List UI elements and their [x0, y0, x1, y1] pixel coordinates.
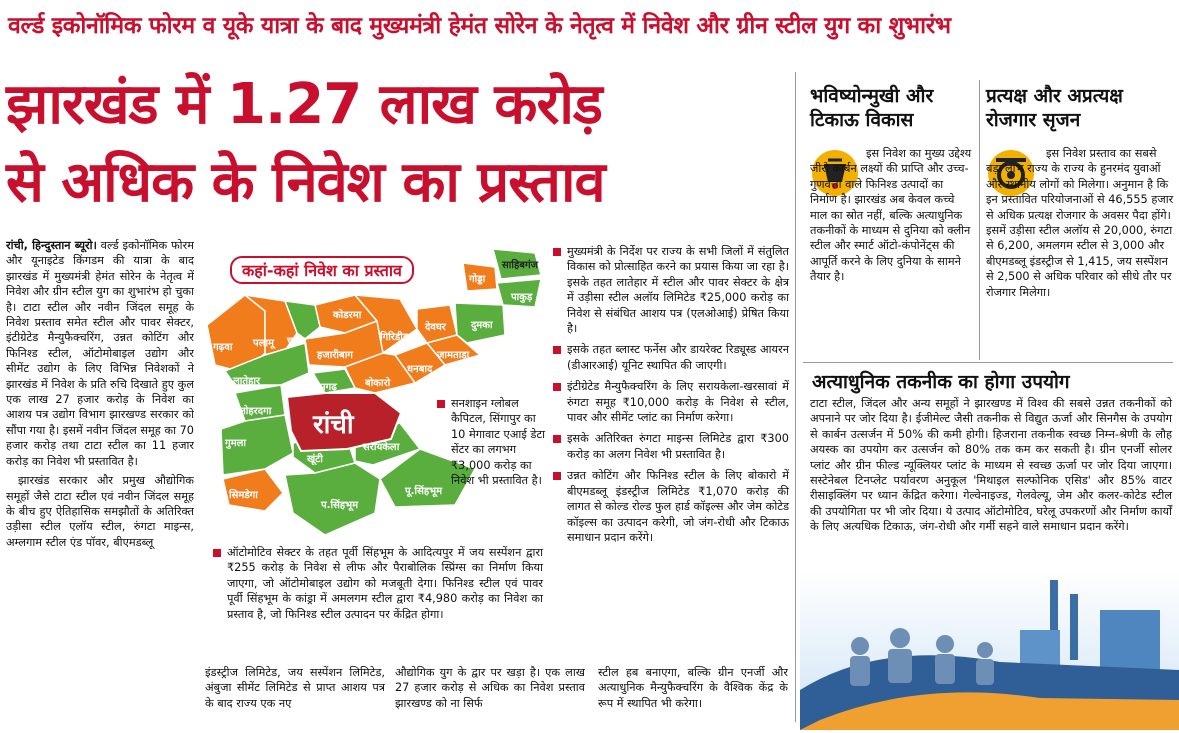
- map-region-pakur: [496, 278, 542, 308]
- col3-bullet-5: उन्नत कोटिंग और फिनिश्ड स्टील के लिए बोक…: [567, 469, 789, 544]
- district-label-simdega: सिमडेगा: [229, 490, 258, 501]
- steel-ladle-icon: [812, 150, 858, 196]
- district-label-ramgarh: रामगढ़: [313, 382, 337, 393]
- jharkhand-map: साहिबगंज गोड्डा पाकुड़ दुमका देवघर जामता…: [205, 243, 550, 541]
- map-region-chatra: [283, 300, 321, 340]
- bullet-square: [553, 472, 561, 481]
- col1-paragraph-1: वर्ल्ड इकोनॉमिक फोरम और यूनाइटेड किंगडम …: [6, 239, 194, 468]
- district-label-jamtara: जामताड़ा: [437, 350, 470, 361]
- dateline: रांची, हिन्दुस्तान ब्यूरो।: [6, 239, 97, 252]
- map-region-west-singhbhum: [284, 462, 381, 536]
- automotive-text: ऑटोमोटिव सेक्टर के तहत पूर्वी सिंहभूम के…: [227, 546, 543, 621]
- headline-line-1: झारखंड में 1.27 लाख करोड़: [6, 72, 603, 137]
- headline-line-2: से अधिक के निवेश का प्रस्ताव: [6, 150, 606, 215]
- tech-section-title: अत्याधुनिक तकनीक का होगा उपयोग: [812, 371, 1070, 393]
- district-label-palamu: पलामू: [253, 338, 275, 349]
- column-1: रांची, हिन्दुस्तान ब्यूरो। वर्ल्ड इकोनॉम…: [6, 238, 194, 728]
- district-label-garhwa: गढ़वा: [213, 342, 233, 353]
- bullet-square: [553, 435, 561, 444]
- map-region-ranchi: [285, 392, 403, 453]
- district-label-koderma: कोडरमा: [333, 310, 362, 321]
- map-note-text: सनशाइन ग्लोबल कैपिटल, सिंगापुर का 10 मेग…: [451, 397, 546, 488]
- district-label-pakur: पाकुड़: [511, 292, 533, 303]
- district-label-hazaribagh: हजारीबाग: [317, 350, 353, 361]
- district-label-dumka: दुमका: [471, 320, 493, 331]
- district-label-latehar: लातेहार: [233, 376, 261, 387]
- bullet-square: [437, 400, 445, 408]
- column-3-bullets: मुख्यमंत्री के निर्देश पर राज्य के सभी ज…: [553, 244, 789, 551]
- district-label-khunti: खूंटी: [307, 454, 323, 465]
- map-title: कहां-कहां निवेश का प्रस्ताव: [230, 256, 414, 284]
- district-label-giridih: गिरिडीह: [380, 332, 409, 343]
- map-region-dumka: [454, 302, 506, 344]
- bullet-square: [213, 549, 221, 557]
- district-label-west-singhbhum: प.सिंहभूम: [321, 500, 359, 511]
- side2-text: इस निवेश प्रस्ताव का सबसे बड़ा लाभ राज्य…: [986, 147, 1174, 299]
- district-label-saraikela: सरायकेला: [363, 442, 400, 453]
- kicker-headline: वर्ल्ड इकोनॉमिक फोरम व यूके यात्रा के बा…: [8, 13, 951, 39]
- district-label-east-singhbhum: पू.सिंहभूम: [405, 486, 443, 497]
- district-label-deoghar: देवघर: [425, 322, 446, 333]
- side2-title: प्रत्यक्ष और अप्रत्यक्ष रोजगार सृजन: [986, 85, 1123, 131]
- district-label-sahibganj: साहिबगंज: [502, 260, 539, 271]
- col3-bullet-3: इंटीग्रेटेड मैन्युफैक्चरिंग के लिए सरायक…: [567, 380, 789, 425]
- district-label-lohardaga: लोहरदगा: [239, 406, 272, 417]
- map-region-giridih: [353, 294, 418, 355]
- map-region-ramgarh: [311, 368, 357, 394]
- district-label-gumla: गुमला: [225, 438, 246, 449]
- district-label-chatra: चतरा: [287, 336, 306, 347]
- side1-text: इस निवेश का मुख्य उद्देश्य जीरो कार्बन ल…: [810, 147, 972, 284]
- col3-bullet-2: इसके तहत ब्लास्ट फर्नेस और डायरेक्ट रिड्…: [567, 343, 789, 372]
- map-graphic: [206, 248, 542, 536]
- automotive-bullet: ऑटोमोटिव सेक्टर के तहत पूर्वी सिंहभूम के…: [213, 545, 543, 628]
- tech-divider: [803, 362, 1173, 363]
- map-region-sahibganj: [491, 248, 542, 280]
- col3-bullet-1: मुख्यमंत्री के निर्देश पर राज्य के सभी ज…: [567, 245, 789, 336]
- col1-paragraph-2: झारखंड सरकार और प्रमुख औद्योगिक समूहों ज…: [6, 474, 194, 549]
- district-label-godda: गोड्डा: [469, 274, 486, 285]
- column-divider: [795, 72, 796, 722]
- bottom-column-4: स्टील हब बनाएगा, बल्कि ग्रीन एनर्जी और अ…: [598, 666, 788, 710]
- district-label-bokaro: बोकारो: [365, 378, 391, 389]
- col3-bullet-4: इसके अतिरिक्त रुंगटा माइन्स लिमिटेड द्वा…: [567, 432, 789, 461]
- district-label-dhanbad: धनबाद: [407, 364, 433, 375]
- map-region-latehar: [223, 342, 310, 386]
- sidebar-divider: [979, 80, 980, 360]
- bullet-square: [553, 383, 561, 392]
- bullet-square: [553, 248, 561, 256]
- bottom-column-3: औद्योगिक युग के द्वार पर खड़ा है। एक लाख…: [395, 666, 585, 710]
- map-region-east-singhbhum: [379, 448, 477, 508]
- side1-title: भविष्योन्मुखी और टिकाऊ विकास: [810, 85, 934, 131]
- tech-section-text: टाटा स्टील, जिंदल और अन्य समूहों ने झारख…: [810, 397, 1172, 534]
- industrial-illustration: [800, 570, 1179, 730]
- map-note: सनशाइन ग्लोबल कैपिटल, सिंगापुर का 10 मेग…: [437, 396, 549, 494]
- district-label-ranchi: रांची: [313, 410, 354, 440]
- map-region-godda: [462, 262, 498, 292]
- bottom-column-2: इंडस्ट्रीज लिमिटेड, जय सस्पेंशन लिमिटेड,…: [205, 666, 385, 710]
- bullet-square: [553, 346, 561, 355]
- steel-coil-icon: [988, 150, 1034, 196]
